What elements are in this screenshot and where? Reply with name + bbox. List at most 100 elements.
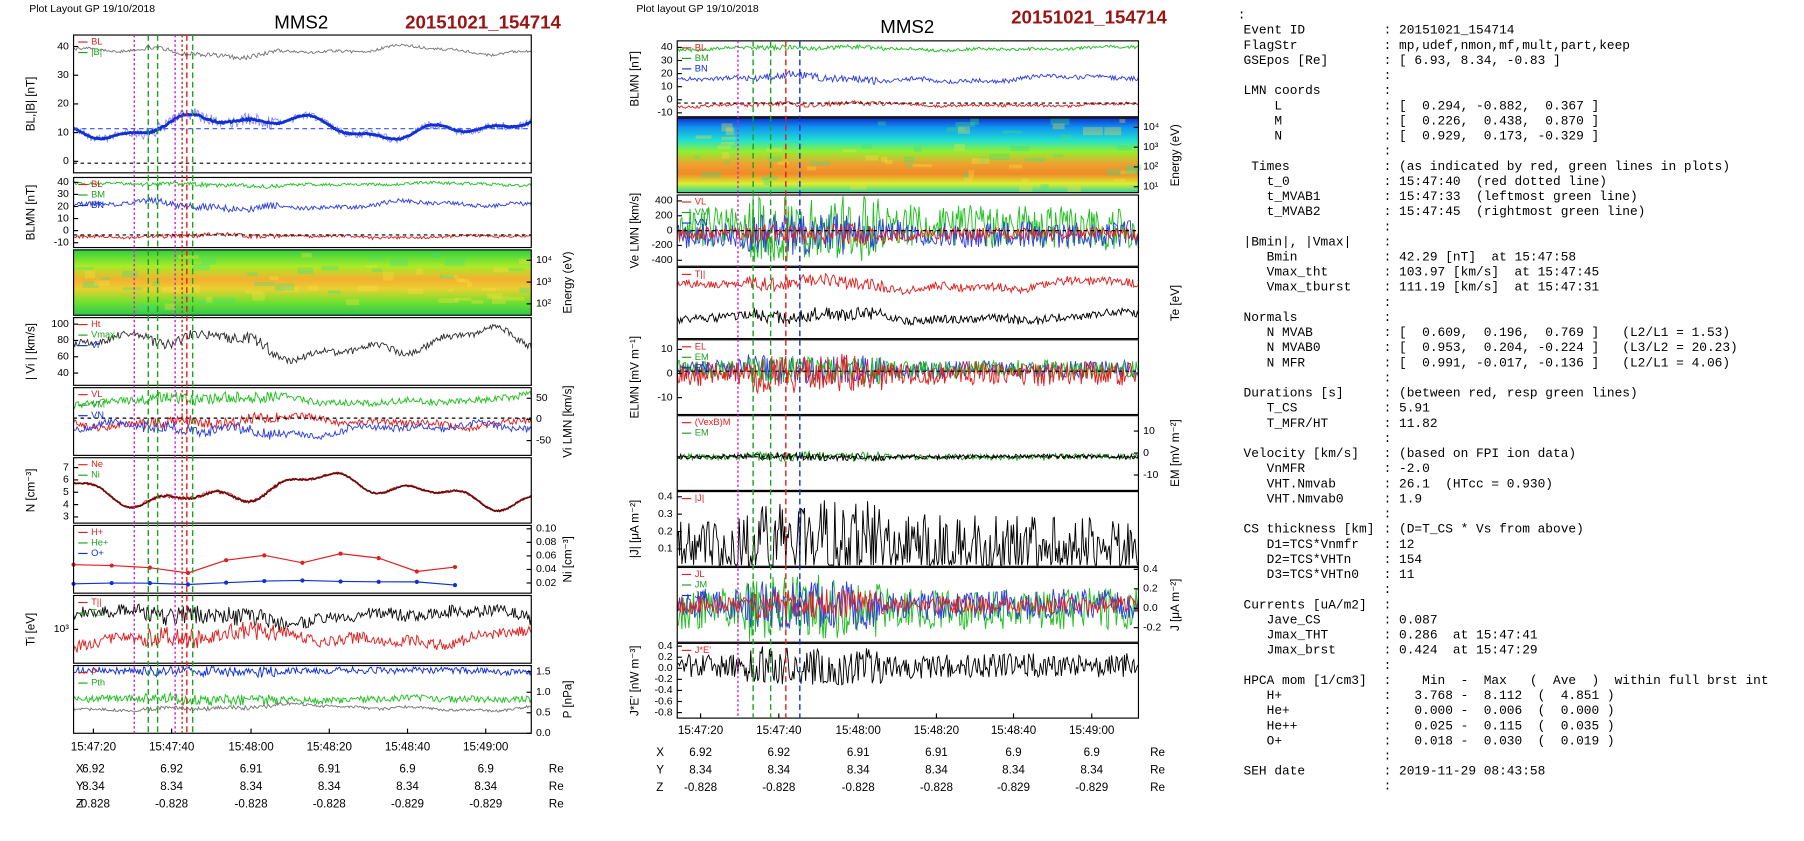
coord-name: X [76,763,84,776]
y-tick-label: 0 [1143,447,1149,459]
coord-value: -0.828 [313,798,346,811]
trace-marker [224,580,229,585]
legend-label: Pth [91,678,105,688]
listing-value: : [ 0.991, -0.017, -0.136 ] (L2/L1 = 4.0… [1384,355,1730,370]
spectrogram-texture [345,299,360,306]
spectrogram-texture [720,142,735,145]
spectrogram-texture [763,177,770,186]
coord-value: 6.92 [689,746,712,759]
listing-value: : [1384,234,1392,249]
coord-name: Y [76,780,84,793]
y-tick-label: 20 [57,200,69,212]
coord-value: 8.34 [240,780,263,793]
y-axis-label: EM [mV m⁻²] [1169,419,1182,487]
spectrogram-texture [486,293,503,299]
panel-frame [676,566,1140,643]
trace-marker [452,564,458,570]
panel-frame [72,524,532,594]
listing-value: : 0.087 [1384,612,1438,627]
y-axis-label: BL,|B| [nT] [25,77,38,132]
trace [676,500,1139,566]
coord-value: -0.828 [842,781,875,794]
listing-label: M [1244,113,1283,128]
trace-marker [376,579,381,584]
spectrogram-texture [254,282,275,287]
legend-label: JN [695,590,706,600]
listing-value: : (as indicated by red, green lines in p… [1384,159,1730,174]
trace [676,272,1139,296]
x-tick-label: 15:47:40 [149,740,195,753]
x-tick-label: 15:48:40 [385,740,431,753]
listing-value: : (between red, resp green lines) [1384,386,1638,401]
listing-label: N MFR [1244,355,1306,370]
event-id: 20151021_154714 [1011,7,1167,28]
spectrogram-texture [194,300,210,304]
legend-label: VL [91,389,102,399]
spectrogram-texture [438,298,459,303]
coord-value: 8.34 [318,780,341,793]
trace-marker [338,551,343,556]
listing-label: D3=TCS*VHTn0 [1244,567,1359,582]
listing-label: T_MFR/HT [1244,416,1329,431]
y-tick-label: 40 [57,40,69,52]
panel-frame [676,339,1140,416]
spectrogram-texture [884,159,893,165]
trace [73,603,532,632]
spectrogram-texture [717,145,732,150]
y-tick-label: 0.4 [658,491,673,503]
listing-value: : (based on FPI ion data) [1384,446,1576,461]
legend-label: |B| [91,47,102,57]
spectrogram-texture [1125,164,1142,171]
trace-marker [262,578,267,584]
panel-frame [676,40,1140,118]
legend-label: VN [695,217,708,227]
plot-title: MMS2 [880,16,934,37]
spectrogram-texture [366,265,377,268]
y-tick-label: 0.0 [1143,602,1158,614]
spectrogram-texture [957,126,970,134]
listing-label: VHT.Nmvab0 [1244,491,1344,506]
event-id: 20151021_154714 [405,11,561,32]
spectrogram-texture [454,297,472,301]
trace [73,231,532,241]
legend-label: Ht [91,319,101,329]
legend-label: Vmax [91,330,115,340]
listing-value: : 20151021_154714 [1384,23,1515,38]
legend-label: EM [695,428,709,438]
spectrogram-texture [252,292,265,301]
y-tick-label: 40 [661,41,673,53]
spectrogram-texture [247,272,258,277]
y-tick-label: -10 [1143,469,1158,481]
listing-value: : [1384,748,1392,763]
coord-value: -0.829 [391,798,424,811]
y-tick-label: -10 [657,107,672,119]
spectrogram-texture [328,290,341,294]
listing-label: H+ [1244,688,1283,703]
listing-label: t_MVAB1 [1244,189,1321,204]
trace-marker [185,582,191,587]
listing-label: Jmax_brst [1244,643,1336,658]
coord-value: 8.34 [925,764,948,777]
trace [73,701,532,713]
spectrogram-texture [84,271,96,279]
legend-label: |J| [695,493,705,503]
y-tick-label: -0.6 [654,695,672,707]
spectrogram-texture [722,152,730,159]
y-axis-label: BLMN [nT] [25,185,38,241]
listing-label: N MVAB [1244,325,1314,340]
spectrogram-texture [777,161,790,165]
listing-label: N [1244,129,1283,144]
spectrogram-texture [164,303,175,310]
coord-value: 6.92 [767,746,790,759]
listing-value: : [1384,310,1392,325]
listing-value: : Min - Max ( Ave ) within full brst int [1384,673,1769,688]
listing-value: : 2019-11-29 08:43:58 [1384,764,1546,779]
y-axis-label: P [nPa] [562,680,575,718]
spectrogram-texture [1106,168,1122,176]
spectrogram-texture [269,276,279,280]
spectrogram-texture [971,158,990,164]
spectrogram-texture [82,281,99,288]
panel-frame [676,415,1140,491]
x-tick-label: 15:48:00 [836,724,882,737]
spectrogram-texture [191,284,201,293]
